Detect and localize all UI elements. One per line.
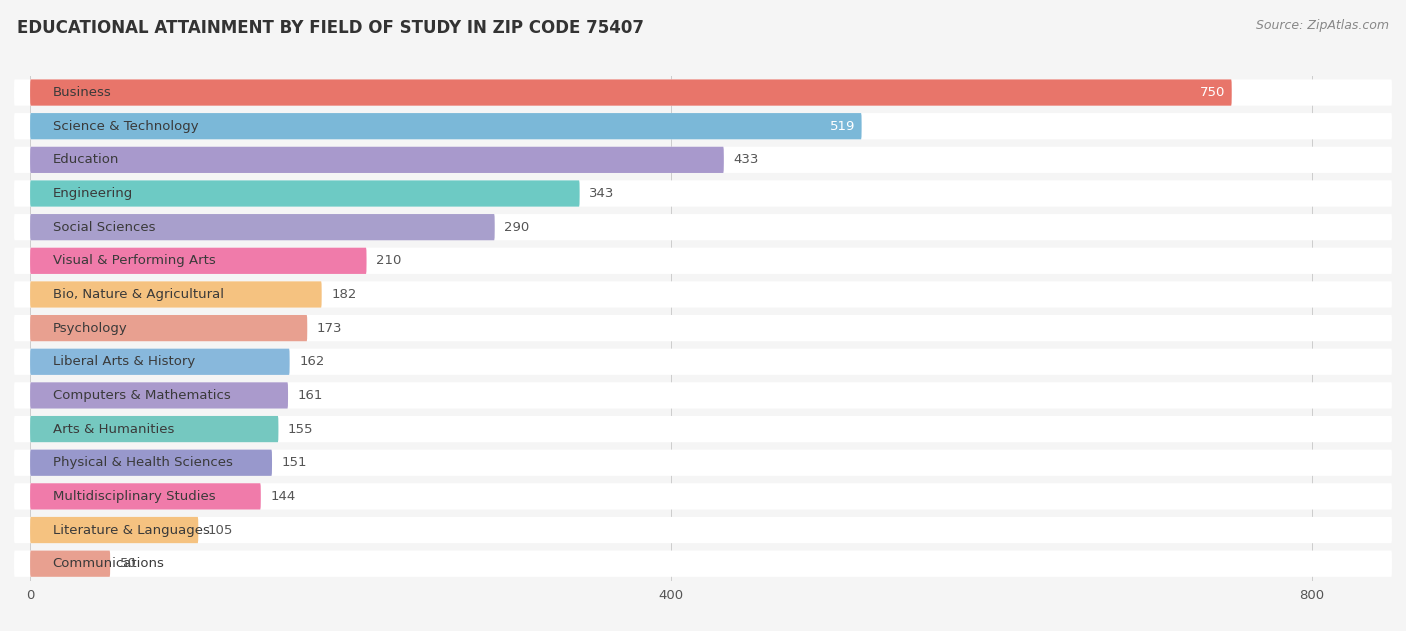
Text: Computers & Mathematics: Computers & Mathematics	[52, 389, 231, 402]
Text: Literature & Languages: Literature & Languages	[52, 524, 209, 536]
Text: 519: 519	[830, 120, 855, 133]
Text: Bio, Nature & Agricultural: Bio, Nature & Agricultural	[52, 288, 224, 301]
FancyBboxPatch shape	[14, 551, 1392, 577]
FancyBboxPatch shape	[14, 214, 1392, 240]
FancyBboxPatch shape	[30, 517, 198, 543]
FancyBboxPatch shape	[30, 483, 260, 509]
FancyBboxPatch shape	[30, 80, 1232, 105]
Text: Source: ZipAtlas.com: Source: ZipAtlas.com	[1256, 19, 1389, 32]
FancyBboxPatch shape	[30, 113, 862, 139]
Text: 144: 144	[270, 490, 295, 503]
Text: Psychology: Psychology	[52, 322, 128, 334]
Text: 210: 210	[377, 254, 402, 268]
Text: Business: Business	[52, 86, 111, 99]
Text: Physical & Health Sciences: Physical & Health Sciences	[52, 456, 232, 469]
FancyBboxPatch shape	[30, 382, 288, 408]
Text: 173: 173	[316, 322, 343, 334]
FancyBboxPatch shape	[30, 349, 290, 375]
FancyBboxPatch shape	[30, 180, 579, 206]
Text: 161: 161	[298, 389, 323, 402]
Text: 151: 151	[281, 456, 307, 469]
FancyBboxPatch shape	[30, 248, 367, 274]
FancyBboxPatch shape	[30, 147, 724, 173]
Text: 50: 50	[120, 557, 136, 570]
Text: 162: 162	[299, 355, 325, 369]
Text: Communications: Communications	[52, 557, 165, 570]
FancyBboxPatch shape	[30, 416, 278, 442]
Text: Visual & Performing Arts: Visual & Performing Arts	[52, 254, 215, 268]
Text: Liberal Arts & History: Liberal Arts & History	[52, 355, 195, 369]
FancyBboxPatch shape	[30, 551, 110, 577]
FancyBboxPatch shape	[30, 450, 271, 476]
FancyBboxPatch shape	[14, 248, 1392, 274]
Text: Education: Education	[52, 153, 120, 167]
FancyBboxPatch shape	[14, 349, 1392, 375]
Text: Multidisciplinary Studies: Multidisciplinary Studies	[52, 490, 215, 503]
Text: Arts & Humanities: Arts & Humanities	[52, 423, 174, 435]
FancyBboxPatch shape	[14, 416, 1392, 442]
Text: 105: 105	[208, 524, 233, 536]
FancyBboxPatch shape	[30, 315, 308, 341]
Text: Science & Technology: Science & Technology	[52, 120, 198, 133]
FancyBboxPatch shape	[14, 180, 1392, 206]
Text: 343: 343	[589, 187, 614, 200]
Text: Engineering: Engineering	[52, 187, 132, 200]
FancyBboxPatch shape	[14, 382, 1392, 408]
FancyBboxPatch shape	[14, 315, 1392, 341]
Text: 290: 290	[505, 221, 530, 233]
FancyBboxPatch shape	[14, 147, 1392, 173]
FancyBboxPatch shape	[14, 517, 1392, 543]
FancyBboxPatch shape	[14, 113, 1392, 139]
FancyBboxPatch shape	[30, 281, 322, 307]
Text: 182: 182	[332, 288, 357, 301]
Text: 433: 433	[734, 153, 759, 167]
FancyBboxPatch shape	[14, 80, 1392, 105]
FancyBboxPatch shape	[14, 483, 1392, 509]
FancyBboxPatch shape	[30, 214, 495, 240]
Text: EDUCATIONAL ATTAINMENT BY FIELD OF STUDY IN ZIP CODE 75407: EDUCATIONAL ATTAINMENT BY FIELD OF STUDY…	[17, 19, 644, 37]
Text: Social Sciences: Social Sciences	[52, 221, 155, 233]
Text: 750: 750	[1199, 86, 1225, 99]
FancyBboxPatch shape	[14, 450, 1392, 476]
FancyBboxPatch shape	[14, 281, 1392, 307]
Text: 155: 155	[288, 423, 314, 435]
